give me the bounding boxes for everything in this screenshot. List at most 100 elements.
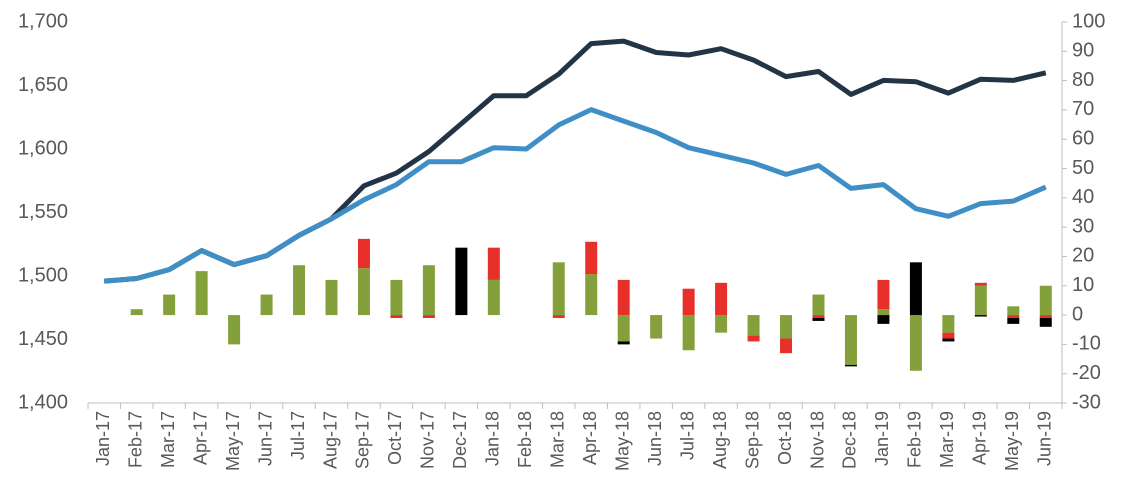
x-tick-label: Nov-18 [807,411,827,469]
bar [650,315,663,339]
bar [260,294,273,316]
bar [617,315,630,342]
x-tick-label: Jun-18 [645,411,665,466]
x-tick-label: Jan-18 [483,411,503,466]
bar [942,332,955,339]
y-tick-label: 1,450 [18,328,68,350]
bar [390,279,403,316]
x-tick-label: Dec-17 [450,411,470,469]
bar [715,282,728,316]
x-tick-label: Aug-17 [320,411,340,469]
y2-tick-label: 60 [1072,128,1094,150]
y-tick-label: 1,700 [18,10,68,32]
bar [974,285,987,316]
bar [942,338,955,342]
y2-tick-label: 50 [1072,157,1094,179]
bar [585,241,598,275]
bar [715,315,728,333]
bar [682,315,695,351]
y2-tick-label: 80 [1072,69,1094,91]
bar [780,315,793,339]
bar [325,279,338,316]
bar [422,265,435,316]
bar [293,265,306,316]
bar [812,315,825,319]
x-tick-label: May-18 [612,411,632,471]
y2-tick-label: 100 [1072,10,1105,32]
x-tick-label: Feb-17 [125,411,145,468]
bar [974,282,987,286]
bar [357,238,370,269]
x-tick-label: Jun-17 [255,411,275,466]
bar [877,309,890,316]
y2-tick-label: -30 [1072,391,1101,413]
bar [974,315,987,317]
bar [812,318,825,321]
bar [487,279,500,316]
bar [747,315,760,336]
bar [1039,285,1052,316]
y2-tick-label: 10 [1072,274,1094,296]
x-tick-label: Nov-17 [418,411,438,469]
bar [617,279,630,316]
bar [585,274,598,316]
y2-tick-label: 70 [1072,98,1094,120]
bar [357,268,370,316]
x-tick-label: Apr-18 [580,411,600,465]
y-tick-label: 1,500 [18,264,68,286]
bar [682,288,695,316]
y-tick-label: 1,600 [18,137,68,159]
y2-tick-label: 40 [1072,186,1094,208]
x-tick-label: Jul-17 [288,411,308,460]
bar [1007,306,1020,316]
bar [877,279,890,310]
y2-tick-label: -10 [1072,333,1101,355]
bar [455,247,468,316]
bar [195,271,208,316]
x-tick-label: Jan-17 [93,411,113,466]
y2-tick-label: -20 [1072,362,1101,384]
x-tick-label: Feb-19 [905,411,925,468]
x-tick-label: Jul-18 [677,411,697,460]
x-tick-label: Jun-19 [1035,411,1055,466]
x-tick-label: Apr-19 [970,411,990,465]
line-series [104,107,1047,284]
bar [163,294,176,316]
bar [130,309,143,316]
bar [812,294,825,316]
bar [1039,318,1052,327]
x-tick-label: Oct-17 [385,411,405,465]
y2-tick-label: 20 [1072,245,1094,267]
y-tick-label: 1,550 [18,201,68,223]
line-series [104,38,1047,284]
bar [552,262,565,316]
x-tick-label: Apr-17 [190,411,210,465]
x-tick-label: Mar-19 [937,411,957,468]
bar [228,315,241,345]
y2-tick-label: 90 [1072,40,1094,62]
bar [1039,315,1052,319]
bar [909,262,922,316]
x-tick-label: Sep-18 [742,411,762,469]
bar [552,315,565,319]
x-tick-label: Aug-18 [710,411,730,469]
bar [844,364,857,367]
bar [942,315,955,333]
bar [909,315,922,371]
x-tick-label: Jan-19 [872,411,892,466]
bar [390,315,403,319]
x-tick-label: May-17 [223,411,243,471]
bar [617,341,630,345]
x-tick-label: Dec-18 [840,411,860,469]
x-tick-label: Sep-17 [353,411,373,469]
x-tick-label: Feb-18 [515,411,535,468]
y2-tick-label: 30 [1072,215,1094,237]
bar [487,247,500,280]
x-tick-label: Oct-18 [775,411,795,465]
x-tick-label: Mar-18 [548,411,568,468]
bar [877,315,890,324]
x-tick-label: Mar-17 [158,411,178,468]
bar [844,315,857,365]
y-tick-label: 1,400 [18,391,68,413]
